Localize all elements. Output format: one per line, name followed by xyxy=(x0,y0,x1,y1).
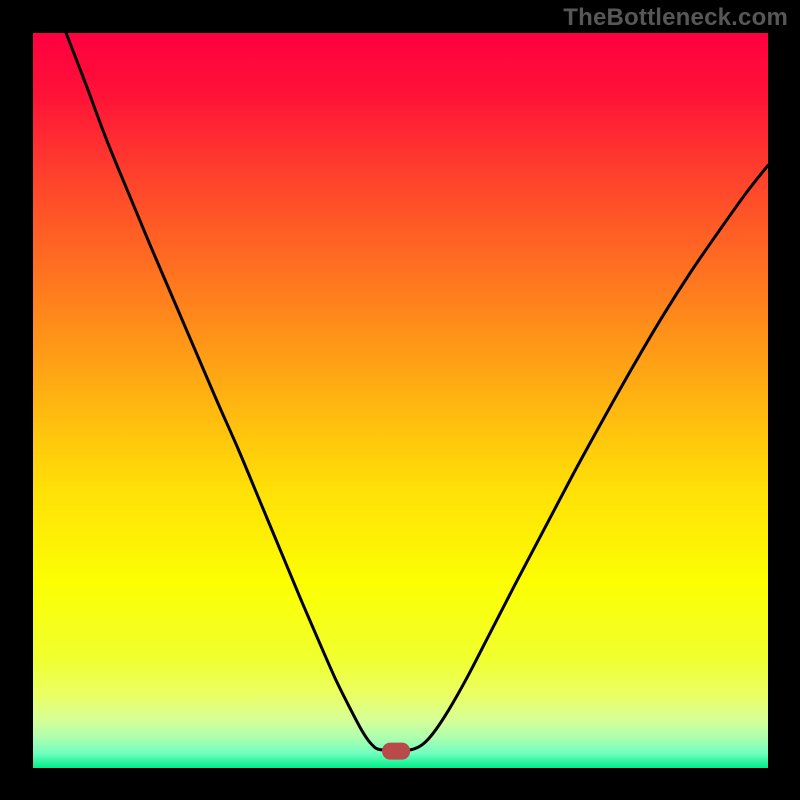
chart-container: TheBottleneck.com xyxy=(0,0,800,800)
optimum-marker xyxy=(382,743,410,760)
watermark-text: TheBottleneck.com xyxy=(563,4,788,32)
bottleneck-chart xyxy=(0,0,800,800)
plot-area xyxy=(33,33,768,768)
